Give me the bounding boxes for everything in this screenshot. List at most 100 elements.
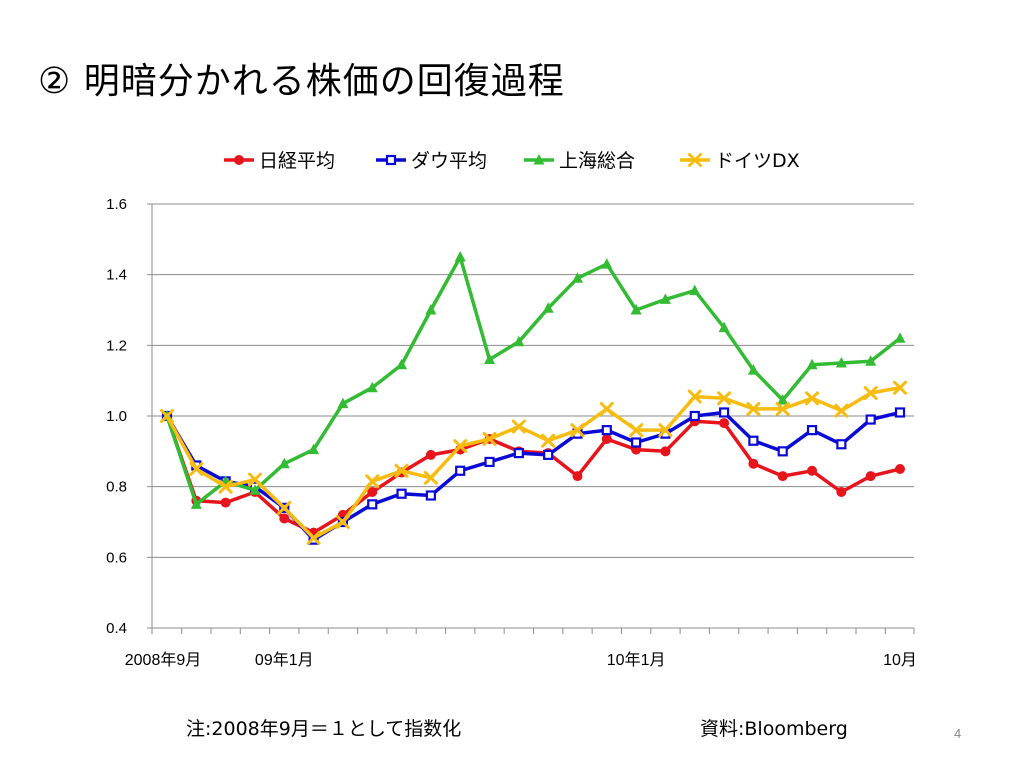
series-0-point-25 bbox=[895, 464, 905, 474]
series-3-point-23 bbox=[834, 403, 849, 418]
series-3-point-25 bbox=[893, 380, 907, 395]
series-3-point-12-stroke-b bbox=[511, 419, 526, 434]
series-3-point-3-stroke-b bbox=[247, 472, 262, 487]
series-3-point-7 bbox=[365, 474, 380, 489]
series-1-point-20 bbox=[748, 435, 759, 446]
legend-marker-3 bbox=[688, 153, 702, 167]
series-2-point-17 bbox=[659, 293, 671, 304]
series-2-point-14 bbox=[571, 272, 583, 283]
series-0-line bbox=[165, 415, 901, 535]
series-1-point-21 bbox=[777, 446, 788, 457]
series-3-point-25-stroke-b bbox=[893, 380, 907, 395]
series-0-point-20 bbox=[748, 458, 759, 469]
series-3-point-1 bbox=[189, 462, 204, 476]
y-tick-label-2: 0.8 bbox=[106, 479, 127, 496]
series-3-point-18 bbox=[687, 389, 702, 404]
series-0-point-14 bbox=[572, 471, 583, 482]
series-3-point-12 bbox=[511, 419, 526, 434]
chart-legend: 日経平均 ダウ平均 上海総合 ドイツDX bbox=[224, 150, 800, 172]
series-1-point-7 bbox=[367, 499, 378, 510]
series-2-line bbox=[165, 255, 902, 507]
series-3-point-17 bbox=[658, 423, 673, 438]
series-1-point-9 bbox=[425, 490, 436, 501]
series-3-point-20-stroke-b bbox=[746, 401, 761, 416]
series-1-point-25 bbox=[894, 407, 906, 418]
series-3-point-3 bbox=[247, 472, 262, 487]
series-3-point-13-stroke-b bbox=[541, 433, 556, 448]
series-3-point-11-stroke-b bbox=[482, 431, 497, 446]
y-tick-label-0: 0.4 bbox=[106, 620, 127, 637]
legend-item-1: ダウ平均 bbox=[376, 150, 487, 172]
series-2-point-5 bbox=[308, 443, 320, 455]
series-2-point-25 bbox=[894, 332, 906, 343]
x-tick-label-3: 10月 bbox=[883, 652, 917, 669]
series-1-point-16 bbox=[631, 437, 642, 448]
series-2-point-3 bbox=[249, 484, 261, 495]
series-3-point-18-stroke-b bbox=[687, 389, 702, 404]
series-3-point-16-stroke-b bbox=[629, 423, 644, 438]
legend-marker-2 bbox=[533, 154, 545, 165]
series-2-point-24 bbox=[865, 355, 877, 366]
series-2-point-22 bbox=[806, 358, 818, 370]
x-tick-label-1: 09年1月 bbox=[255, 651, 314, 669]
series-3-point-15-stroke-b bbox=[599, 401, 614, 416]
series-3-point-14 bbox=[570, 423, 585, 438]
series-2-point-10 bbox=[454, 251, 466, 262]
series-2-point-12 bbox=[513, 335, 525, 347]
series-3-point-1-stroke-b bbox=[189, 462, 204, 476]
series-3-point-15 bbox=[599, 401, 614, 416]
series-1-point-19 bbox=[718, 407, 730, 418]
y-tick-label-4: 1.2 bbox=[106, 337, 127, 354]
series-0-point-15 bbox=[601, 433, 612, 444]
series-1-point-23 bbox=[836, 439, 847, 450]
series-3-point-10-stroke-b bbox=[453, 439, 468, 454]
series-3-point-19 bbox=[717, 391, 732, 406]
series-1-point-12 bbox=[513, 448, 524, 459]
series-3-point-9-stroke-b bbox=[423, 470, 438, 485]
series-3-point-6-stroke-b bbox=[335, 515, 350, 529]
series-3 bbox=[160, 380, 907, 545]
series-2-point-1 bbox=[190, 498, 202, 509]
slide-title: ② 明暗分かれる株価の回復過程 bbox=[38, 61, 565, 102]
legend-marker-1 bbox=[385, 154, 397, 166]
series-2-point-21 bbox=[777, 394, 789, 405]
y-tick-label-6: 1.6 bbox=[106, 196, 127, 213]
page-number: 4 bbox=[954, 726, 962, 741]
series-3-point-8 bbox=[394, 463, 409, 478]
series-3-point-24 bbox=[863, 386, 878, 401]
series-3-point-19-stroke-b bbox=[717, 391, 732, 406]
series-1-point-15 bbox=[601, 425, 612, 436]
series-3-point-24-stroke-b bbox=[863, 386, 878, 401]
series-2-point-6 bbox=[337, 397, 349, 409]
series-2-point-23 bbox=[835, 357, 847, 368]
series-0-point-22 bbox=[807, 465, 818, 476]
source-note: 資料:Bloomberg bbox=[700, 718, 848, 740]
series-1-point-24 bbox=[865, 414, 876, 425]
legend-item-0: 日経平均 bbox=[224, 150, 335, 172]
series-3-point-8-stroke-b bbox=[394, 463, 409, 478]
series-2-point-13 bbox=[542, 302, 554, 313]
series-3-point-4 bbox=[277, 500, 292, 515]
legend-marker-3-stroke-b bbox=[688, 153, 702, 167]
series-2-point-20 bbox=[747, 364, 759, 375]
series-3-point-22 bbox=[805, 391, 820, 406]
series-1-point-10 bbox=[455, 465, 466, 476]
series-1-point-8 bbox=[396, 488, 407, 499]
series-3-point-4-stroke-b bbox=[277, 500, 292, 515]
series-3-line bbox=[165, 385, 901, 540]
series-3-point-20 bbox=[746, 401, 761, 416]
series-2-point-7 bbox=[366, 381, 378, 393]
chart-series bbox=[160, 251, 907, 545]
series-0-point-23 bbox=[836, 486, 847, 497]
series-1 bbox=[161, 407, 906, 545]
series-3-point-23-stroke-b bbox=[834, 403, 849, 418]
series-0-point-4 bbox=[279, 513, 290, 524]
series-3-point-14-stroke-b bbox=[570, 423, 585, 438]
series-0-point-24 bbox=[865, 471, 876, 482]
series-1-point-13 bbox=[543, 449, 554, 460]
legend-label-0: 日経平均 bbox=[259, 150, 335, 172]
series-3-point-0-stroke-b bbox=[160, 409, 174, 423]
footnote: 注:2008年9月＝１として指数化 bbox=[186, 718, 462, 740]
series-3-point-21 bbox=[775, 401, 790, 416]
y-tick-label-1: 0.6 bbox=[106, 549, 127, 566]
